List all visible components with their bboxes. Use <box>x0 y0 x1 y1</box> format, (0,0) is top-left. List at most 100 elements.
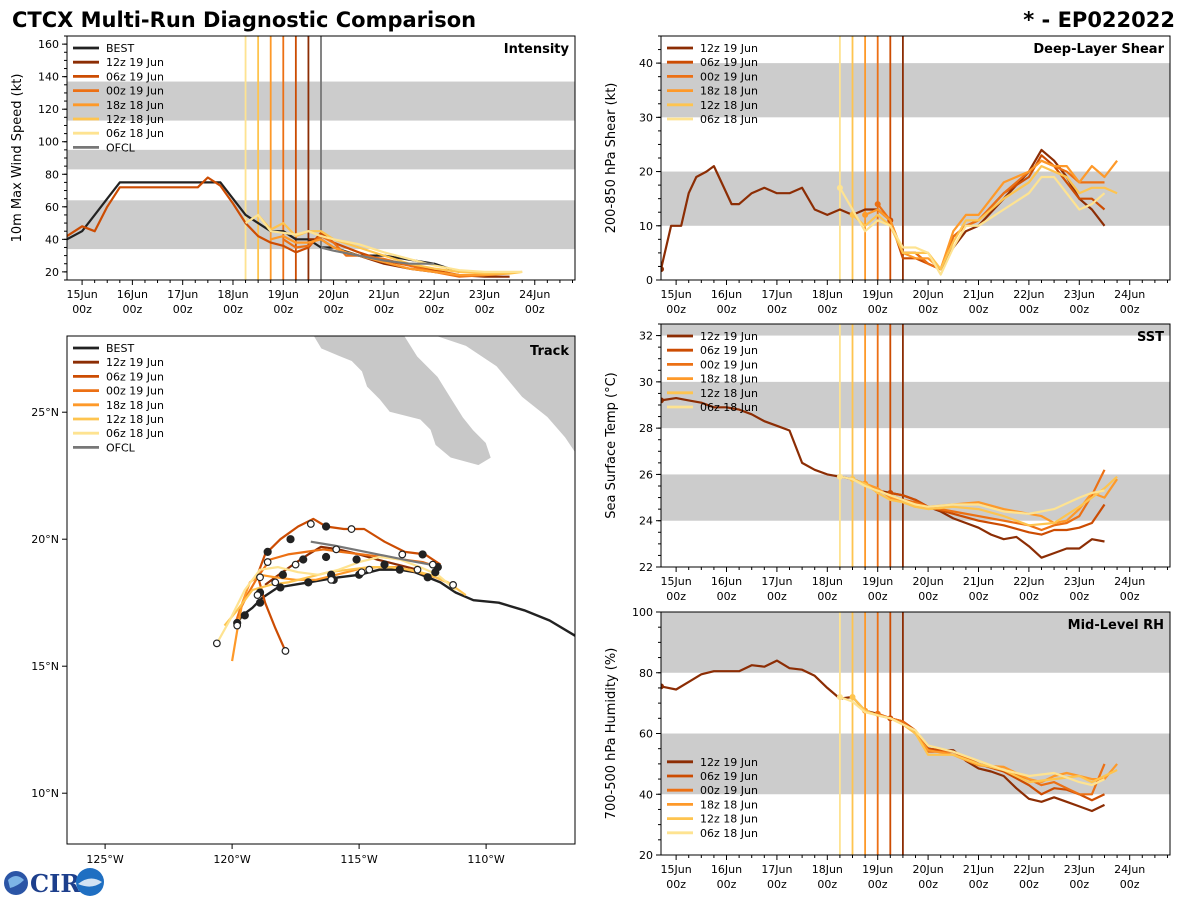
intensity-xtick-label: 00z <box>424 303 444 316</box>
sst-series-start-marker <box>836 473 843 480</box>
sst-xtick-label: 00z <box>666 590 686 603</box>
shear-xtick-label: 19Jun <box>862 288 893 301</box>
rh-xtick-label: 21Jun <box>963 863 994 876</box>
intensity-xtick-label: 00z <box>72 303 92 316</box>
shear-xtick-label: 00z <box>918 303 938 316</box>
intensity-series-line <box>320 246 435 265</box>
shear-xtick-label: 15Jun <box>661 288 692 301</box>
sst-xtick-label: 00z <box>918 590 938 603</box>
shear-xtick-label: 00z <box>1019 303 1039 316</box>
intensity-legend-label: 06z 19 Jun <box>106 70 164 83</box>
rh-xtick-label: 00z <box>918 878 938 891</box>
intensity-xtick-label: 23Jun <box>469 288 500 301</box>
track-legend-label: 00z 19 Jun <box>106 385 164 398</box>
intensity-ytick-label: 80 <box>45 168 59 181</box>
track-forecast-marker <box>281 647 290 655</box>
rh-panel-title: Mid-Level RH <box>1068 618 1164 633</box>
shear-panel-title: Deep-Layer Shear <box>1033 42 1164 57</box>
rh-ytick-label: 100 <box>632 606 653 619</box>
track-forecast-marker <box>212 639 221 648</box>
shear-xtick-label: 18Jun <box>812 288 843 301</box>
rh-panel: 20 40 60 80 100 15Jun 00z 16Jun 00z 17Jun 00z 18Jun… <box>604 606 1171 891</box>
rh-legend-label: 18z 18 Jun <box>700 798 758 811</box>
sst-xtick-label: 20Jun <box>913 575 944 588</box>
track-forecast-marker <box>306 520 315 528</box>
track-forecast-marker <box>271 578 280 587</box>
rh-legend-label: 12z 18 Jun <box>700 813 758 826</box>
track-legend-label: 06z 19 Jun <box>106 370 164 383</box>
intensity-xtick-label: 00z <box>122 303 142 316</box>
track-xtick-label: 120°W <box>213 853 250 866</box>
rh-series-start-marker <box>849 694 856 701</box>
track-xtick-label: 125°W <box>86 853 123 866</box>
shear-legend-label: 06z 18 Jun <box>700 113 758 126</box>
intensity-panel-title: Intensity <box>504 42 570 57</box>
shear-legend-label: 18z 18 Jun <box>700 85 758 98</box>
sst-xtick-label: 19Jun <box>862 575 893 588</box>
intensity-xtick-label: 18Jun <box>217 288 248 301</box>
sst-xtick-label: 00z <box>817 590 837 603</box>
track-xtick-label: 115°W <box>340 853 377 866</box>
shear-xtick-label: 00z <box>767 303 787 316</box>
intensity-xtick-label: 15Jun <box>66 288 97 301</box>
intensity-xtick-label: 00z <box>273 303 293 316</box>
intensity-xtick-label: 00z <box>223 303 243 316</box>
sst-legend-label: 18z 18 Jun <box>700 373 758 386</box>
shear-ytick-label: 10 <box>639 220 653 233</box>
shear-ytick-label: 40 <box>639 57 653 70</box>
track-position-marker <box>299 555 308 564</box>
track-forecast-marker <box>291 560 300 569</box>
track-series-line <box>236 568 575 637</box>
track-forecast-marker <box>365 565 374 574</box>
rh-plot-area <box>661 612 1170 855</box>
rh-xtick-label: 00z <box>1069 878 1089 891</box>
rh-legend-label: 06z 19 Jun <box>700 770 758 783</box>
sst-plot-area <box>661 324 1170 567</box>
shear-series-start-marker <box>874 201 881 208</box>
rh-xtick-label: 00z <box>868 878 888 891</box>
intensity-xtick-label: 00z <box>173 303 193 316</box>
rh-series-start-marker <box>661 683 664 690</box>
track-xtick-label: 110°W <box>467 853 504 866</box>
intensity-legend-label: 12z 18 Jun <box>106 113 164 126</box>
sst-legend-label: 06z 18 Jun <box>700 401 758 414</box>
intensity-ytick-label: 100 <box>38 136 59 149</box>
shear-ytick-label: 20 <box>639 166 653 179</box>
track-legend-label: 06z 18 Jun <box>106 427 164 440</box>
shear-threshold-band <box>661 171 1170 226</box>
sst-ytick-label: 30 <box>639 376 653 389</box>
sst-series-line <box>890 491 1106 536</box>
rh-ylabel: 700-500 hPa Humidity (%) <box>604 648 619 820</box>
track-legend-label: 12z 18 Jun <box>106 413 164 426</box>
track-position-marker <box>352 555 361 564</box>
shear-xtick-label: 00z <box>666 303 686 316</box>
rh-xtick-label: 00z <box>1019 878 1039 891</box>
shear-series-start-marker <box>836 184 843 191</box>
intensity-xtick-label: 19Jun <box>268 288 299 301</box>
intensity-xtick-label: 22Jun <box>419 288 450 301</box>
intensity-ytick-label: 140 <box>38 71 59 84</box>
track-forecast-marker <box>449 581 457 589</box>
sst-xtick-label: 00z <box>1069 590 1089 603</box>
track-series-line <box>231 565 454 662</box>
intensity-ylabel: 10m Max Wind Speed (kt) <box>10 74 25 243</box>
intensity-legend-label: BEST <box>106 42 134 55</box>
sst-ytick-label: 26 <box>639 468 653 481</box>
track-ytick-label: 10°N <box>31 787 59 800</box>
sst-xtick-label: 16Jun <box>711 575 742 588</box>
track-forecast-marker <box>327 575 336 584</box>
shear-ytick-label: 30 <box>639 111 653 124</box>
track-forecast-marker <box>332 545 341 554</box>
rh-ytick-label: 80 <box>639 667 653 680</box>
intensity-xtick-label: 21Jun <box>368 288 399 301</box>
track-forecast-marker <box>233 621 242 630</box>
shear-xtick-label: 00z <box>1069 303 1089 316</box>
sst-ytick-label: 24 <box>639 515 653 528</box>
shear-xtick-label: 23Jun <box>1064 288 1095 301</box>
shear-xtick-label: 16Jun <box>711 288 742 301</box>
track-position-marker <box>278 570 287 579</box>
intensity-legend-label: OFCL <box>106 141 136 154</box>
sst-series-line <box>852 475 1118 527</box>
